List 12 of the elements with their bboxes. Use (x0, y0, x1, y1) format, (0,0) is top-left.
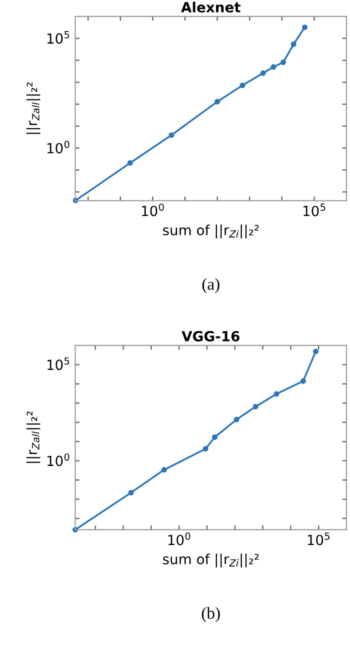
y-axis-title: ||r$_{Zall}$||₂² (26, 411, 40, 463)
x-axis-title: sum of ||r$_{Zi}$||₂² (163, 554, 259, 568)
chart-title: Alexnet (181, 2, 240, 12)
y-tick-label: 10$^{5}$ (47, 357, 70, 370)
y-tick-label: 10$^{0}$ (47, 453, 70, 466)
y-tick-label: 10$^{5}$ (47, 31, 70, 44)
y-tick-label: 10$^{0}$ (47, 140, 70, 154)
text: (b) (202, 607, 220, 622)
chart-title: VGG-16 (182, 330, 240, 342)
y-axis-title: ||r$_{Zall}$||₂² (26, 82, 40, 134)
text: (a) (202, 278, 220, 294)
x-axis-title: sum of ||r$_{Zi}$||₂² (163, 224, 259, 238)
